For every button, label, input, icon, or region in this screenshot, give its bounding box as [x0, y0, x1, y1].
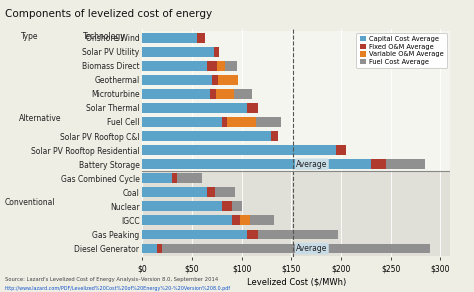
Bar — [142, 47, 214, 57]
Bar — [142, 33, 197, 43]
Bar — [222, 201, 232, 211]
Bar — [142, 171, 450, 256]
Bar — [142, 244, 157, 253]
Bar — [249, 215, 274, 225]
Bar — [142, 89, 210, 99]
Text: Conventional: Conventional — [5, 199, 55, 207]
Bar — [222, 117, 227, 127]
Text: Average: Average — [296, 160, 328, 169]
Bar — [142, 173, 172, 183]
Bar — [197, 33, 205, 43]
Legend: Capital Cost Average, Fixed O&M Average, Variable O&M Average, Fuel Cost Average: Capital Cost Average, Fixed O&M Average,… — [356, 32, 447, 68]
Bar — [227, 117, 256, 127]
Text: Source: Lazard's Levelized Cost of Energy Analysis–Version 8.0, September 2014: Source: Lazard's Levelized Cost of Energ… — [5, 277, 218, 282]
Bar — [142, 75, 212, 85]
Bar — [142, 215, 232, 225]
Bar — [142, 201, 222, 211]
Bar — [172, 173, 177, 183]
Bar — [256, 117, 282, 127]
Bar — [216, 89, 234, 99]
Bar — [336, 145, 346, 155]
Bar — [246, 103, 258, 113]
Bar — [212, 75, 218, 85]
Bar — [225, 61, 237, 71]
Bar — [157, 244, 162, 253]
Bar — [232, 201, 242, 211]
Bar — [217, 61, 225, 71]
Bar — [214, 47, 219, 57]
Text: Alternative: Alternative — [19, 114, 62, 123]
Bar — [142, 230, 246, 239]
Bar — [142, 159, 371, 169]
X-axis label: Levelized Cost ($/MWh): Levelized Cost ($/MWh) — [246, 278, 346, 287]
Bar — [142, 117, 222, 127]
Bar — [142, 31, 450, 171]
Bar — [142, 145, 336, 155]
Text: Average: Average — [296, 244, 328, 253]
Bar — [272, 131, 278, 141]
Bar — [162, 244, 430, 253]
Bar — [246, 230, 258, 239]
Text: http://www.lazard.com/PDF/Levelized%20Cost%20of%20Energy%20-%20Version%208.0.pdf: http://www.lazard.com/PDF/Levelized%20Co… — [5, 286, 231, 291]
Bar — [210, 89, 216, 99]
Bar — [177, 173, 202, 183]
Bar — [371, 159, 386, 169]
Bar — [142, 103, 246, 113]
Bar — [142, 187, 207, 197]
Bar — [207, 61, 217, 71]
Text: Components of levelized cost of energy: Components of levelized cost of energy — [5, 9, 212, 19]
Bar — [142, 131, 272, 141]
Bar — [232, 215, 239, 225]
Bar — [207, 187, 215, 197]
Bar — [239, 215, 249, 225]
Bar — [142, 61, 207, 71]
Text: Type: Type — [21, 32, 39, 41]
Bar — [218, 75, 237, 85]
Bar — [234, 89, 252, 99]
Bar — [258, 230, 338, 239]
Bar — [386, 159, 426, 169]
Text: Technology: Technology — [83, 32, 126, 41]
Bar — [215, 187, 235, 197]
